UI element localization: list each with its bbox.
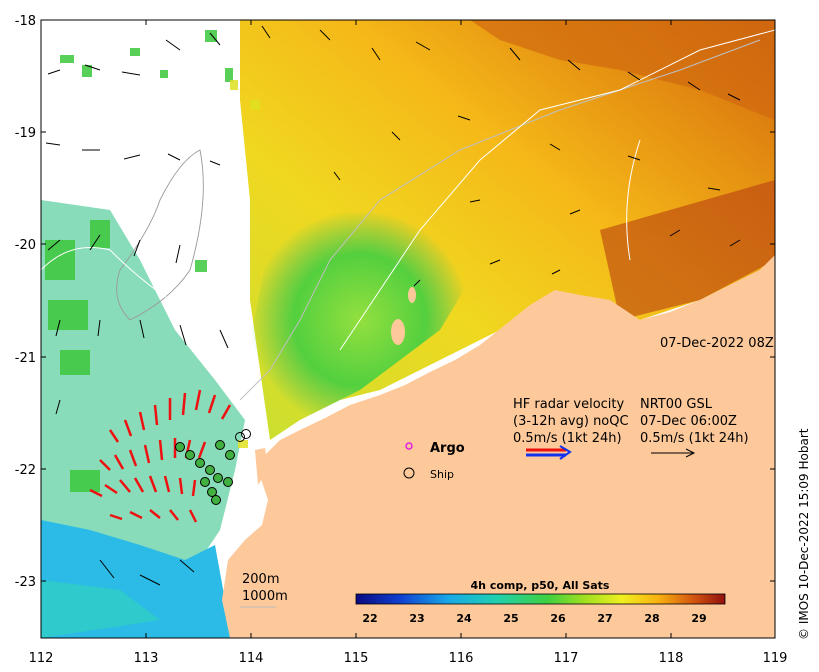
nrt-scale-arrow xyxy=(651,448,696,458)
hf-radar-arrows xyxy=(89,389,232,523)
colorbar-title: 4h comp, p50, All Sats xyxy=(471,579,610,592)
lat-tick: -23 xyxy=(15,575,36,590)
lon-tick: 116 xyxy=(449,651,474,666)
contour-200m xyxy=(239,39,761,401)
mainland xyxy=(222,255,775,638)
colorbar-tick: 24 xyxy=(456,612,472,625)
lat-tick: -21 xyxy=(15,351,36,366)
lat-tick: -18 xyxy=(15,14,36,29)
hf-radar-label-1: HF radar velocity xyxy=(513,397,625,412)
depth-200m-label: 200m xyxy=(242,572,279,587)
colorbar-tick: 26 xyxy=(550,612,566,625)
ship-legend-label: Ship xyxy=(430,468,454,481)
colorbar-tick: 22 xyxy=(362,612,377,625)
lat-tick: -20 xyxy=(15,238,36,253)
lon-tick: 115 xyxy=(344,651,369,666)
lat-tick: -22 xyxy=(15,463,36,478)
map-timestamp: 07-Dec-2022 08Z xyxy=(660,336,774,351)
colorbar-tick: 27 xyxy=(597,612,612,625)
contour-1000m xyxy=(116,149,204,321)
plot-frame xyxy=(40,19,776,639)
lon-tick: 119 xyxy=(763,651,788,666)
colorbar-tick: 29 xyxy=(691,612,706,625)
hf-radar-label-3: 0.5m/s (1kt 24h) xyxy=(513,431,622,446)
lon-tick: 113 xyxy=(134,651,159,666)
colorbar-tick: 23 xyxy=(409,612,424,625)
colorbar-ticks: 22 23 24 25 26 27 28 29 xyxy=(362,612,706,625)
nrt-label-1: NRT00 GSL xyxy=(640,397,713,412)
lon-tick: 118 xyxy=(659,651,684,666)
island xyxy=(391,319,405,345)
lat-tick: -19 xyxy=(15,126,36,141)
nrt-label-3: 0.5m/s (1kt 24h) xyxy=(640,431,749,446)
colorbar xyxy=(355,593,726,605)
lon-tick: 117 xyxy=(554,651,579,666)
lon-tick: 114 xyxy=(239,651,264,666)
lat-axis: -18 -19 -20 -21 -22 -23 xyxy=(15,14,36,590)
argo-legend-label: Argo xyxy=(430,441,465,456)
lon-axis: 112 113 114 115 116 117 118 119 xyxy=(29,651,788,666)
colorbar-tick: 25 xyxy=(503,612,518,625)
hf-radar-label-2: (3-12h avg) noQC xyxy=(513,414,629,429)
argo-marker-icon xyxy=(405,442,413,450)
depth-1000m-label: 1000m xyxy=(242,589,288,604)
nrt-current-arrows xyxy=(45,25,741,586)
colorbar-tick: 28 xyxy=(644,612,659,625)
ship-marker-icon xyxy=(403,467,415,479)
lon-tick: 112 xyxy=(29,651,54,666)
nrt-label-2: 07-Dec 06:00Z xyxy=(640,414,737,429)
imos-credit: © IMOS 10-Dec-2022 15:09 Hobart xyxy=(797,428,811,640)
hf-radar-scale-arrow xyxy=(526,445,572,460)
ship-markers xyxy=(175,429,251,505)
